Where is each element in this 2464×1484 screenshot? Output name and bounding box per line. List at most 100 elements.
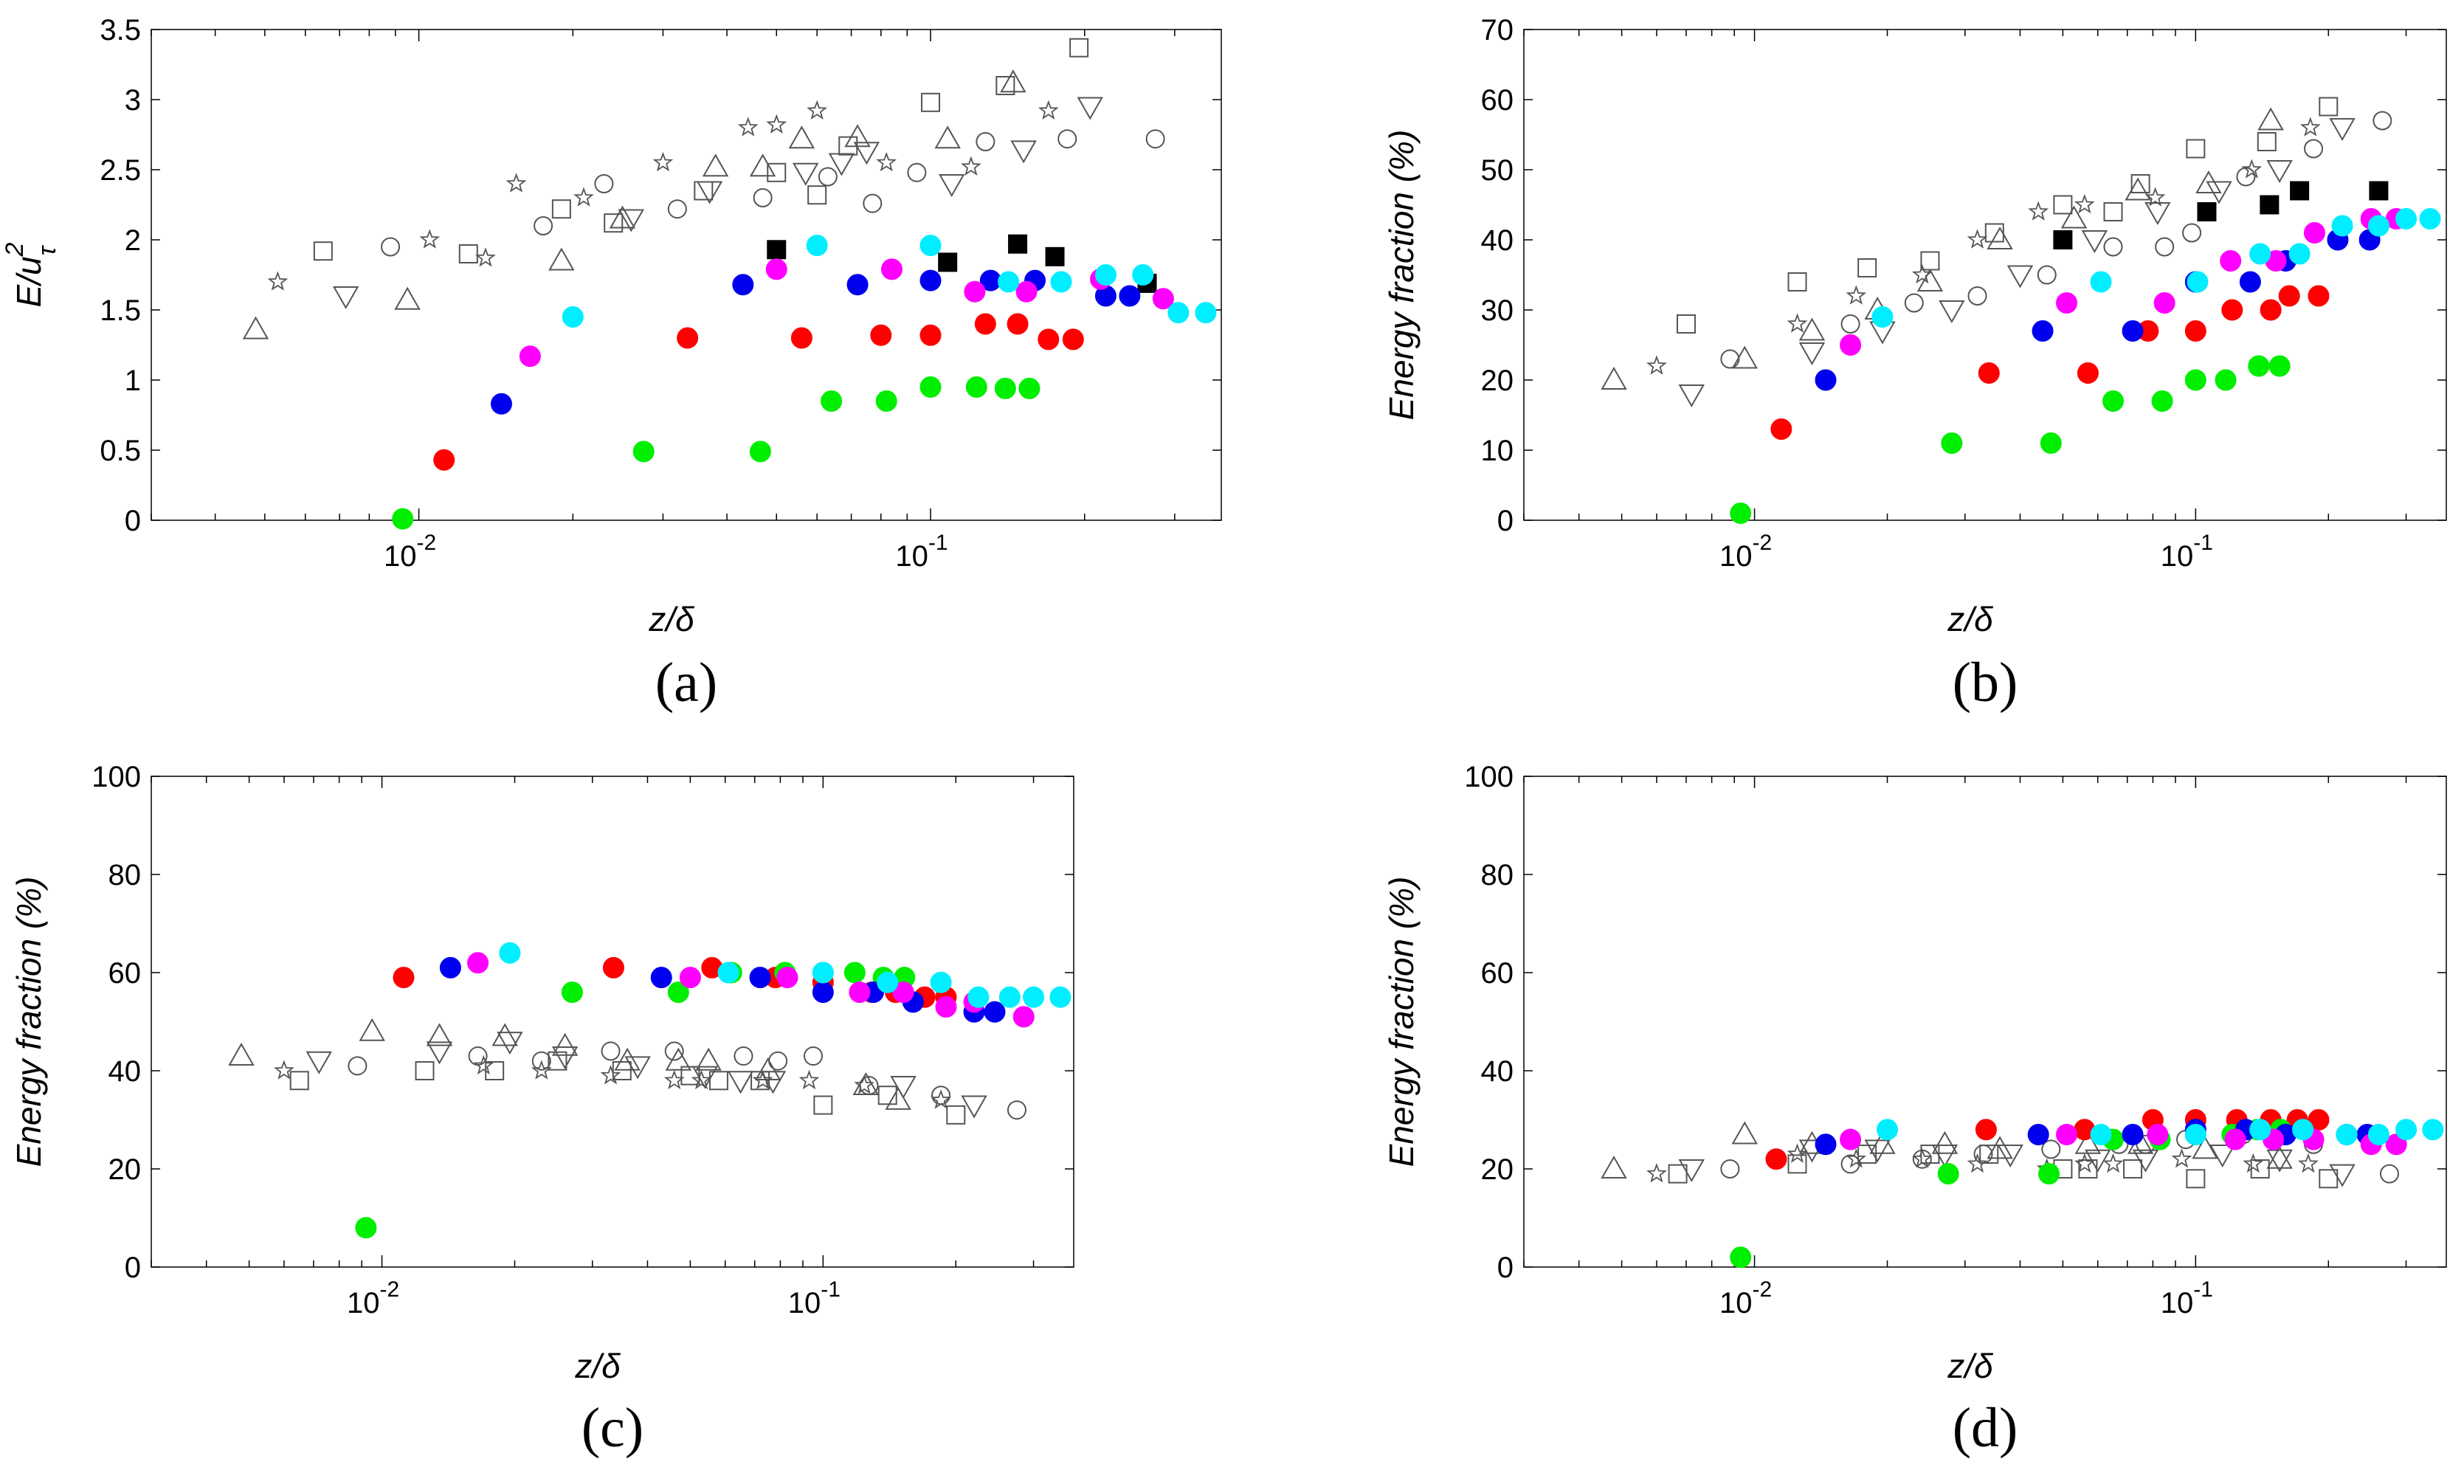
data-point-open-triangle [788,125,815,149]
data-point-open-square [2130,174,2150,193]
data-point-cyan [967,986,990,1008]
data-point-green [919,376,942,398]
data-point-open-star [2074,1153,2095,1173]
x-tick-label: 10-2 [1719,1277,1772,1319]
data-point-open-square [2103,202,2123,221]
data-point-open-square [680,1066,700,1086]
data-point-open-star [573,187,594,207]
data-point-open-star [737,117,759,137]
data-point-open-circle [2236,167,2256,187]
data-point-open-circle [1007,1100,1026,1120]
data-point-cyan [2367,1123,2389,1145]
series-open-triangle [242,69,1026,339]
data-point-open-square [920,92,940,112]
data-point-blue [812,981,834,1004]
data-point-open-inverted-triangle [1997,1145,2023,1168]
data-point-open-inverted-triangle [426,1041,453,1065]
data-point-open-inverted-triangle [938,174,965,198]
series-green [355,962,916,1239]
data-point-open-inverted-triangle [618,209,645,232]
data-point-open-circle [804,1046,824,1066]
y-tick-label: 0 [125,1252,141,1284]
y-tick-label: 2.5 [100,154,141,187]
data-point-open-square [2053,195,2073,215]
data-point-red [1770,418,1792,440]
data-point-open-triangle [885,1086,911,1110]
data-point-open-square [612,1061,632,1080]
data-point-open-inverted-triangle [1010,140,1037,164]
data-point-open-triangle [1987,1136,2013,1159]
data-point-cyan [1050,271,1072,293]
y-tick-label: 100 [1464,761,1514,793]
data-point-red [1978,362,2000,384]
data-point-magenta [776,967,798,989]
y-axis-label: Energy fraction (%) [1382,130,1421,421]
data-point-green [994,377,1016,399]
data-point-open-triangle [1601,366,1627,390]
data-point-open-inverted-triangle [2006,265,2034,289]
data-point-open-star [474,247,496,267]
panel-c: 0 20 40 60 80 100 10-2 10-1 z/δ Energy fraction (… [10,761,1074,1385]
data-point-open-square [289,1071,309,1091]
data-point-open-star [2171,1148,2192,1168]
data-point-red [870,324,892,346]
y-tick-label: 100 [92,761,141,793]
data-point-open-circle [594,174,614,193]
x-tick-label: 10-1 [895,531,948,573]
data-point-open-square [313,241,333,261]
data-point-blue [1815,1133,1837,1156]
data-point-black-square [938,252,958,272]
data-point-red [2260,299,2282,321]
data-point-open-star [652,151,674,172]
series-open-star [1646,117,2321,375]
data-point-red [1062,328,1084,351]
data-point-open-square [2257,132,2277,151]
data-point-cyan [2292,1119,2314,1141]
data-point-open-triangle [1987,226,2013,249]
data-point-open-circle [734,1046,753,1066]
data-point-cyan [1132,264,1154,286]
series-red [1770,285,2330,440]
data-point-open-triangle [1731,1121,1758,1145]
y-tick-label: 0.5 [100,435,141,467]
data-point-open-inverted-triangle [2329,118,2356,142]
data-point-open-circle [1057,129,1077,149]
data-point-cyan [2395,208,2418,229]
x-tick-label: 10-1 [2161,1277,2213,1319]
data-point-open-inverted-triangle [551,1046,579,1070]
data-point-open-square [1668,1164,1688,1184]
data-point-red [1038,328,1060,351]
data-point-open-star [2299,117,2321,137]
y-tick-label: 2 [125,224,141,257]
data-point-open-square [946,1105,966,1125]
panel-b: 0 10 20 30 40 50 60 70 10-2 10-1 z/δ Energy fractio… [1382,14,2447,638]
data-point-open-triangle [1601,1155,1627,1178]
panel-label-c: (c) [582,1397,643,1459]
data-point-open-triangle [695,1047,722,1071]
data-point-open-inverted-triangle [853,142,880,165]
y-tick-label: 0 [1497,505,1514,537]
data-point-magenta [1152,288,1174,310]
data-point-green [1937,1163,1959,1185]
data-point-open-circle [2182,223,2202,243]
data-point-open-triangle [1798,317,1826,341]
data-point-green [1018,377,1041,399]
data-point-blue [984,1001,1006,1023]
y-tick-label: 1 [125,365,141,397]
data-point-open-triangle [426,1023,453,1046]
data-point-magenta [892,981,914,1004]
data-point-blue [1119,285,1141,307]
data-point-magenta [935,996,957,1018]
data-point-open-star [2028,201,2049,221]
series-black-square [2053,181,2389,249]
data-point-magenta [1012,1006,1035,1028]
y-axis-label: Energy fraction (%) [10,877,48,1167]
data-point-blue [1815,369,1837,391]
y-tick-label: 40 [108,1055,142,1088]
y-tick-label: 40 [1481,224,1514,257]
data-point-red [1007,313,1029,335]
data-point-open-square [1676,314,1696,334]
data-point-open-circle [1720,349,1740,369]
data-point-open-triangle [551,1032,579,1056]
data-point-open-star [2074,193,2095,214]
